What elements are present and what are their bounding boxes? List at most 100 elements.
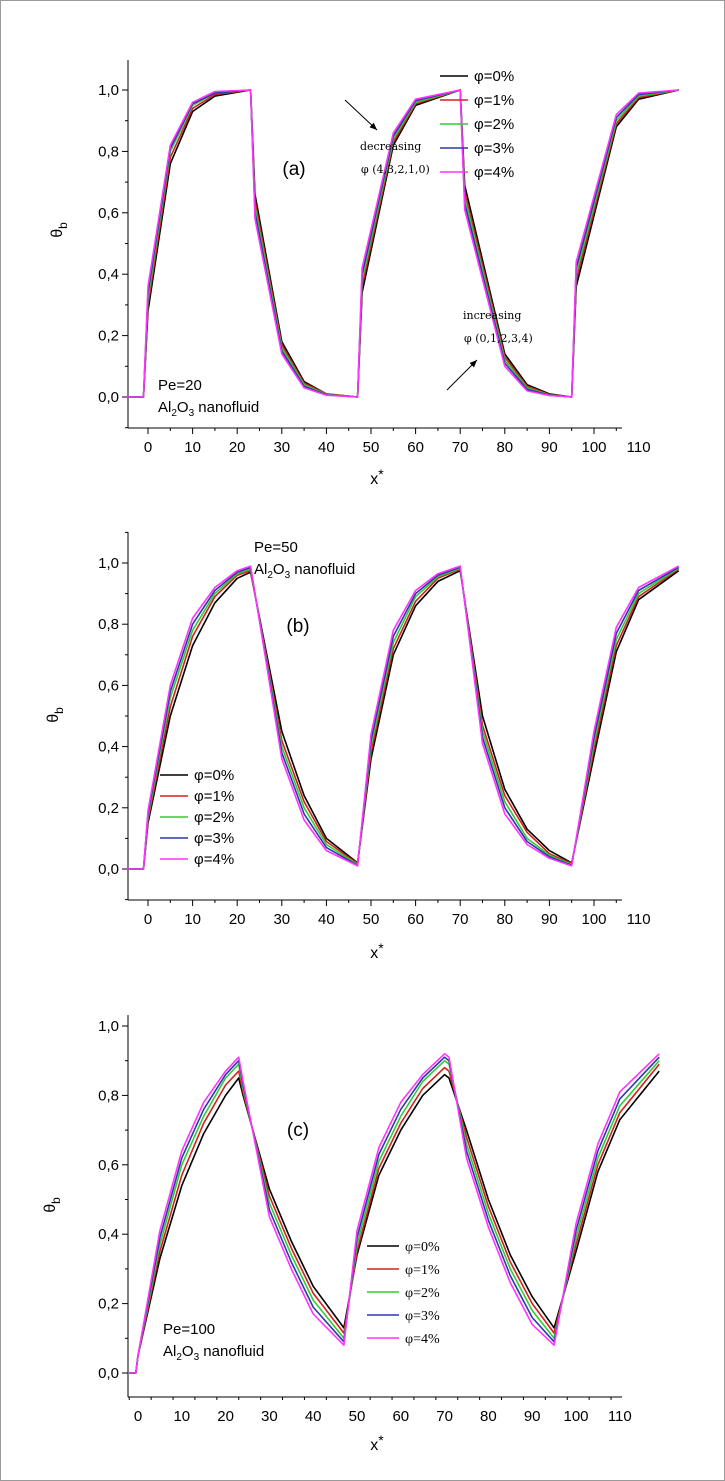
legend-label: φ=3% — [194, 830, 234, 847]
panel-label: (c) — [287, 1120, 309, 1141]
legend-label: φ=1% — [405, 1263, 440, 1278]
x-tick-label: 40 — [318, 439, 335, 456]
x-tick-label: 60 — [407, 439, 424, 456]
legend-label: φ=1% — [474, 92, 514, 109]
series-line-phi-1 — [129, 1063, 660, 1374]
series-line-phi-4 — [129, 1053, 660, 1374]
x-tick-label: 40 — [305, 1408, 322, 1425]
x-tick-label: 80 — [496, 439, 513, 456]
y-tick-label: 0,0 — [98, 1365, 119, 1382]
fluid-note: Al2O3 nanofluid — [254, 561, 355, 581]
arrow-head — [469, 360, 477, 368]
x-tick-label: 20 — [217, 1408, 234, 1425]
x-tick-label: 110 — [627, 439, 651, 456]
x-tick-label: 100 — [581, 439, 606, 456]
x-tick-label: 0 — [134, 1408, 142, 1425]
x-tick-label: 40 — [318, 911, 335, 928]
series-line-phi-3 — [129, 1056, 660, 1374]
legend-label: φ=4% — [194, 851, 234, 868]
annotation-label: increasing — [463, 309, 521, 322]
legend: φ=0% φ=1% φ=2% φ=3% φ=4% — [440, 68, 514, 181]
series-line-phi-2 — [125, 89, 679, 398]
x-tick-label: 30 — [273, 911, 290, 928]
x-axis-title: x* — [370, 466, 384, 488]
x-tick-label: 80 — [496, 911, 513, 928]
x-tick-label: 70 — [436, 1408, 453, 1425]
x-axis-title: x* — [370, 1432, 384, 1454]
series-line-phi-2 — [129, 1059, 660, 1374]
x-tick-label: 20 — [229, 439, 246, 456]
annotation-detail: φ (4,3,2,1,0) — [361, 163, 430, 176]
y-tick-label: 0,6 — [98, 1157, 119, 1174]
chart-panel-3: 0 10 20 30 40 50 60 70 80 90 100 110 0,0 0,2 0,4 0,6 0,8… — [42, 1015, 660, 1454]
x-tick-label: 90 — [541, 911, 558, 928]
x-tick-label: 50 — [363, 439, 380, 456]
x-tick-label: 0 — [144, 911, 152, 928]
series-line-phi-1 — [125, 568, 680, 870]
x-tick-label: 0 — [144, 439, 152, 456]
x-tick-label: 10 — [184, 439, 201, 456]
y-tick-label: 0,0 — [98, 861, 119, 878]
x-tick-label: 80 — [480, 1408, 497, 1425]
fluid-note: Al2O3 nanofluid — [163, 1343, 264, 1363]
x-tick-label: 50 — [363, 911, 380, 928]
arrow-head — [369, 122, 377, 130]
x-tick-label: 50 — [349, 1408, 366, 1425]
series-line-phi-4 — [125, 89, 679, 398]
annotation-label: decreasing — [360, 140, 421, 153]
y-tick-label: 0,4 — [98, 1226, 119, 1243]
series-line-phi-3 — [125, 89, 679, 398]
peclet-note: Pe=20 — [158, 377, 202, 394]
legend-label: φ=2% — [194, 809, 234, 826]
series-line-phi-0 — [129, 1070, 660, 1374]
y-axis-title: θb — [49, 222, 70, 238]
x-tick-label: 30 — [261, 1408, 278, 1425]
legend: φ=0% φ=1% φ=2% φ=3% φ=4% — [367, 1240, 440, 1347]
x-tick-label: 100 — [563, 1408, 588, 1425]
legend-label: φ=1% — [194, 788, 234, 805]
series-line-phi-4 — [125, 565, 680, 870]
peclet-note: Pe=50 — [254, 539, 298, 556]
legend-label: φ=0% — [194, 767, 234, 784]
y-tick-label: 0,8 — [98, 1087, 119, 1104]
y-tick-label: 1,0 — [98, 82, 119, 99]
x-tick-label: 110 — [627, 911, 651, 928]
y-tick-label: 1,0 — [98, 555, 119, 572]
y-tick-label: 0,0 — [98, 389, 119, 406]
y-tick-label: 0,4 — [98, 739, 119, 756]
x-axis-title: x* — [370, 940, 384, 962]
panel-label: (a) — [282, 159, 305, 180]
x-tick-label: 20 — [229, 911, 246, 928]
legend: φ=0% φ=1% φ=2% φ=3% φ=4% — [160, 767, 234, 868]
x-tick-label: 110 — [608, 1408, 632, 1425]
legend-label: φ=0% — [405, 1240, 440, 1255]
fluid-note: Al2O3 nanofluid — [158, 399, 259, 419]
legend-label: φ=3% — [474, 140, 514, 157]
y-tick-label: 0,6 — [98, 205, 119, 222]
y-axis-title: θb — [45, 707, 66, 723]
chart-panel-2: 0 10 20 30 40 50 60 70 80 90 100 110 0,0 0,2 0,4 0,6 0,8… — [45, 531, 680, 962]
legend-label: φ=4% — [474, 164, 514, 181]
x-tick-label: 90 — [524, 1408, 541, 1425]
y-axis-title: θb — [42, 1197, 63, 1213]
legend-label: φ=2% — [405, 1286, 440, 1301]
y-tick-label: 0,6 — [98, 677, 119, 694]
y-tick-label: 0,2 — [98, 1296, 119, 1313]
x-tick-label: 100 — [581, 911, 606, 928]
x-tick-label: 60 — [407, 911, 424, 928]
x-tick-label: 60 — [392, 1408, 409, 1425]
legend-label: φ=4% — [405, 1332, 440, 1347]
legend-label: φ=0% — [474, 68, 514, 85]
series-line-phi-0 — [125, 569, 680, 870]
series-line-phi-1 — [125, 89, 679, 398]
x-tick-label: 70 — [452, 911, 469, 928]
chart-panel-1: 0 10 20 30 40 50 60 70 80 90 100 110 0,0 0,2 0,4 0,6 0,8… — [49, 60, 679, 488]
x-tick-label: 10 — [173, 1408, 190, 1425]
y-tick-label: 1,0 — [98, 1018, 119, 1035]
legend-label: φ=3% — [405, 1309, 440, 1324]
legend-label: φ=2% — [474, 116, 514, 133]
panel-label: (b) — [286, 616, 309, 637]
series-line-phi-0 — [125, 89, 679, 398]
y-tick-label: 0,2 — [98, 328, 119, 345]
